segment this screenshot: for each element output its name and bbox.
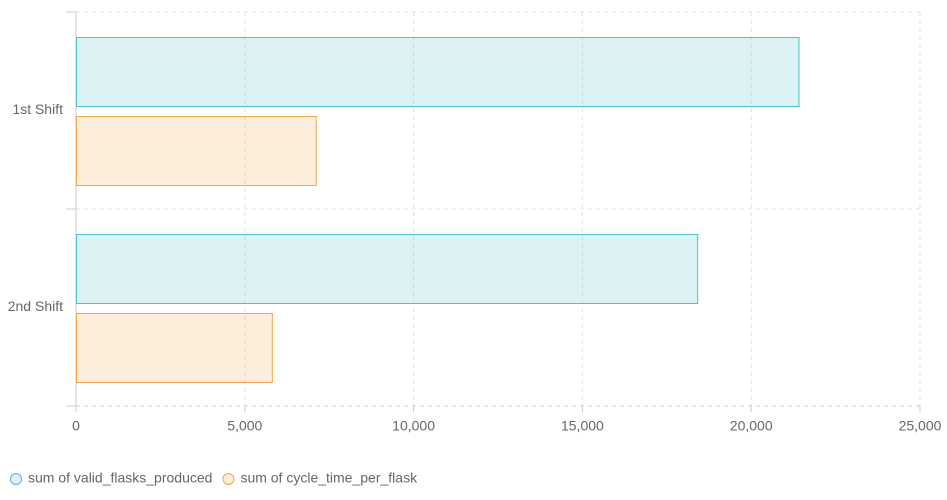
x-tick-label: 15,000 xyxy=(561,418,604,434)
legend-marker xyxy=(10,473,22,485)
x-tick-label: 5,000 xyxy=(227,418,262,434)
bar xyxy=(76,37,800,107)
legend-label: sum of valid_flasks_produced xyxy=(28,470,212,486)
bar xyxy=(76,313,273,383)
y-tick-label: 2nd Shift xyxy=(8,298,63,314)
x-tick-label: 20,000 xyxy=(730,418,773,434)
x-tick-label: 10,000 xyxy=(392,418,435,434)
legend-marker xyxy=(222,473,235,485)
y-tick-label: 1st Shift xyxy=(12,101,63,117)
legend-label: sum of cycle_time_per_flask xyxy=(240,470,418,486)
x-tick-label: 0 xyxy=(72,418,80,434)
bar xyxy=(76,116,317,186)
x-tick-label: 25,000 xyxy=(899,418,942,434)
bar xyxy=(76,234,699,304)
